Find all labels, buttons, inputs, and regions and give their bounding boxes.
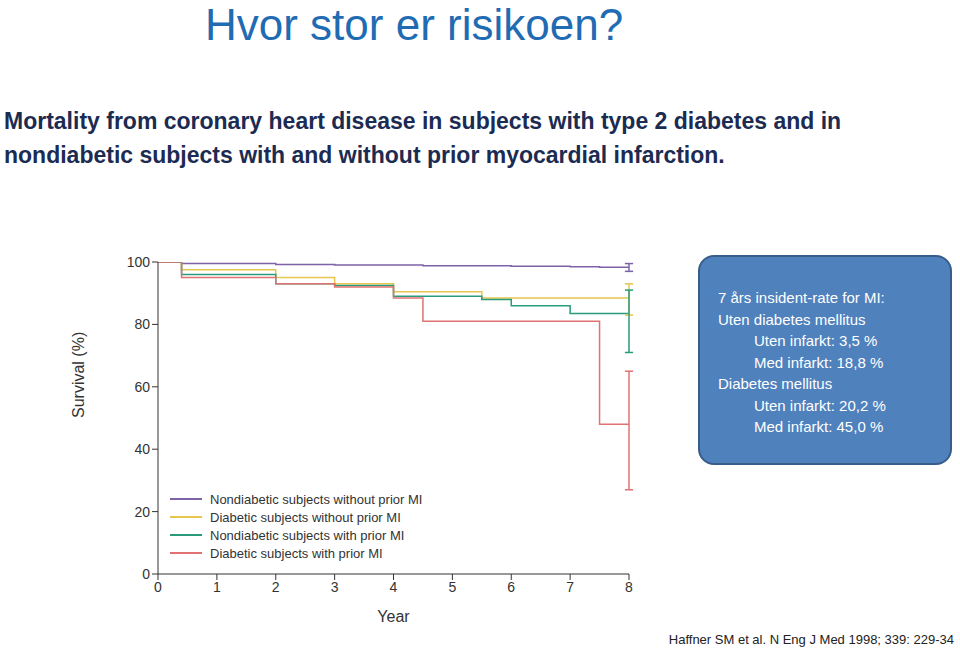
html-text:Uten infarkt: 20,2 %: Uten infarkt: 20,2 % [754,396,886,414]
html-text:Diabetic subjects without prio: Diabetic subjects without prior MI [210,509,401,525]
svg-text:7: 7 [566,579,574,595]
html-text:Nondiabetic subjects with prio: Nondiabetic subjects with prior MI [210,527,405,543]
html-text:Uten diabetes mellitus: Uten diabetes mellitus [718,310,866,328]
html-text:Nondiabetic subjects without p: Nondiabetic subjects without prior MI [210,491,423,507]
svg-text:Survival (%): Survival (%) [70,332,87,418]
html-text:Haffner SM et al. N Eng J Med: Haffner SM et al. N Eng J Med 1998; 339:… [668,632,954,647]
html-text:Diabetes mellitus: Diabetes mellitus [718,375,833,392]
svg-text:40: 40 [134,441,150,457]
html-text:7 års insident-rate for MI:: 7 års insident-rate for MI: [718,289,885,306]
svg-text:2: 2 [272,579,280,595]
svg-text:5: 5 [448,579,456,595]
svg-text:4: 4 [390,579,398,595]
svg-text:60: 60 [134,379,150,395]
svg-text:1: 1 [213,579,221,595]
svg-text:100: 100 [127,254,151,270]
svg-text:6: 6 [507,579,515,595]
svg-text:80: 80 [134,316,150,332]
html-text:Med infarkt: 18,8 %: Med infarkt: 18,8 % [754,353,884,371]
svg-text:Year: Year [377,608,410,624]
svg-text:0: 0 [142,566,150,582]
html-text:Med infarkt: 45,0 %: Med infarkt: 45,0 % [754,418,884,435]
svg-text:0: 0 [154,579,162,595]
svg-text:20: 20 [134,504,150,520]
html-text:Hvor stor er risikoen?: Hvor stor er risikoen? [205,0,624,49]
html-text:Mortality from coronary heart: Mortality from coronary heart disease in… [4,108,842,168]
svg-text:3: 3 [331,579,339,595]
html-text:Uten infarkt: 3,5 %: Uten infarkt: 3,5 % [754,332,878,349]
html-text:Diabetic subjects with prior M: Diabetic subjects with prior MI [210,545,383,561]
svg-text:8: 8 [625,579,633,595]
